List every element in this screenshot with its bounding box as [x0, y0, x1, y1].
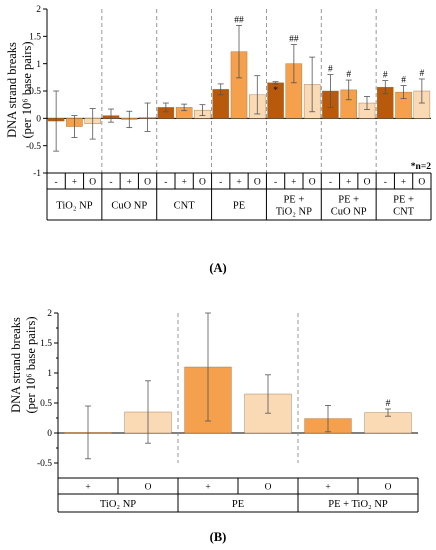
panel-a-ytick-label: 0 [36, 115, 41, 125]
panel-a-group-label-line: PE + [338, 195, 359, 206]
panel-a-condition-label: O [199, 178, 206, 188]
panel-a-group-label-line: CNT [393, 207, 415, 218]
panel-a-condition-label: O [309, 178, 316, 188]
panel-b-ytick-label: 2 [47, 309, 52, 319]
panel-a-ytick-label: 2 [36, 5, 41, 15]
panel-a-significance-mark: # [419, 69, 424, 79]
panel-b-plot: -0.5 0 0.5 1 1.5 2 TiO₂ NP + O PE + O PE + TiO₂ NP + O… [37, 309, 419, 513]
panel-a-condition-label: - [329, 178, 332, 188]
panel-b-ytick-label: 1.5 [40, 339, 52, 349]
panel-a-group-label: CuO NP [111, 201, 147, 212]
panel-a-group-label-line: CuO NP [331, 207, 367, 218]
panel-a-significance-mark: # [383, 71, 388, 81]
panel-b-condition-label: O [265, 483, 272, 493]
panel-a-condition-label: - [219, 178, 222, 188]
panel-a-condition-label: + [127, 178, 132, 188]
panel-a-condition-label: + [291, 178, 296, 188]
panel-b-ytick-label: -0.5 [37, 459, 52, 469]
panel-a-condition-label: O [418, 178, 425, 188]
panel-a-group-label: PE + CuO NP [331, 195, 367, 218]
panel-a-group-label: CNT [174, 201, 196, 212]
panel-a-group-label-line: TiO₂ NP [276, 207, 312, 218]
panel-a-condition-label: + [236, 178, 241, 188]
panel-a-condition-label: O [144, 178, 151, 188]
panel-b-group-label: PE + TiO₂ NP [328, 499, 388, 510]
panel-a-group-label-line: PE + [283, 195, 304, 206]
panel-b-significance-mark: # [386, 399, 391, 409]
panel-a-significance-mark: * [273, 86, 278, 96]
panel-b-ylabel-line1: DNA strand breaks [9, 317, 23, 413]
panel-a-label: (A) [209, 261, 226, 275]
panel-a-condition-label: O [89, 178, 96, 188]
panel-a-group-label: PE + TiO₂ NP [276, 195, 312, 218]
panel-a-plot: -1 -0.5 0 0.5 1 1.5 2 TiO₂ NP - + O CuO NP - + O CNT - + O… [26, 5, 432, 221]
panel-a-significance-mark: ## [234, 15, 244, 25]
panel-a-condition-label: - [274, 178, 277, 188]
panel-b-ytick-label: 0 [47, 429, 52, 439]
panel-a-significance-mark: # [346, 70, 351, 80]
panel-b-label: (B) [210, 530, 227, 544]
panel-b-group-label: TiO₂ NP [100, 499, 136, 510]
panel-a-condition-label: - [55, 178, 58, 188]
panel-a-condition-label: + [401, 178, 406, 188]
panel-b-condition-label: + [85, 483, 90, 493]
panel-a-significance-mark: ## [289, 35, 299, 45]
panel-a-significance-mark: # [328, 65, 333, 75]
panel-a-ytick-label: -1 [33, 169, 41, 179]
panel-a-group-label: PE + CNT [393, 195, 415, 218]
panel-a-condition-label: - [384, 178, 387, 188]
panel-a-ytick-label: 0.5 [29, 87, 41, 97]
panel-b-condition-label: + [205, 483, 210, 493]
panel-a-condition-label: O [364, 178, 371, 188]
panel-b-ytick-label: 1 [47, 369, 52, 379]
panel-a-ytick-label: 1.5 [29, 33, 41, 43]
panel-a-significance-mark: # [401, 76, 406, 86]
panel-a-ytick-label: -0.5 [26, 142, 41, 152]
panel-b-ylabel-line2: (per 10⁶ base pairs) [24, 316, 38, 413]
panel-a-group-label: TiO₂ NP [56, 201, 92, 212]
panel-a-condition-label: + [181, 178, 186, 188]
panel-a-condition-label: - [109, 178, 112, 188]
panel-a-annotation: *n=2 [411, 162, 431, 172]
panel-b-condition-label: O [385, 483, 392, 493]
panel-b-ytick-label: 0.5 [40, 399, 52, 409]
panel-b-condition-label: O [145, 483, 152, 493]
panel-b-condition-label: + [325, 483, 330, 493]
panel-a-condition-label: O [254, 178, 261, 188]
panel-a-condition-label: + [346, 178, 351, 188]
panel-a-condition-label: + [72, 178, 77, 188]
panel-a-ylabel-line2: (per 10⁶ base pairs) [20, 41, 34, 138]
panel-b-group-label: PE [232, 499, 244, 510]
panel-a-ylabel: DNA strand breaks (per 10⁶ base pairs) [5, 41, 34, 138]
panel-a-condition-label: - [164, 178, 167, 188]
panel-a-group-label-line: PE + [393, 195, 414, 206]
panel-a-ylabel-line1: DNA strand breaks [5, 42, 19, 138]
panel-a-group-label: PE [233, 201, 245, 212]
panel-b-ylabel: DNA strand breaks (per 10⁶ base pairs) [9, 316, 38, 413]
panel-a-ytick-label: 1 [36, 60, 41, 70]
